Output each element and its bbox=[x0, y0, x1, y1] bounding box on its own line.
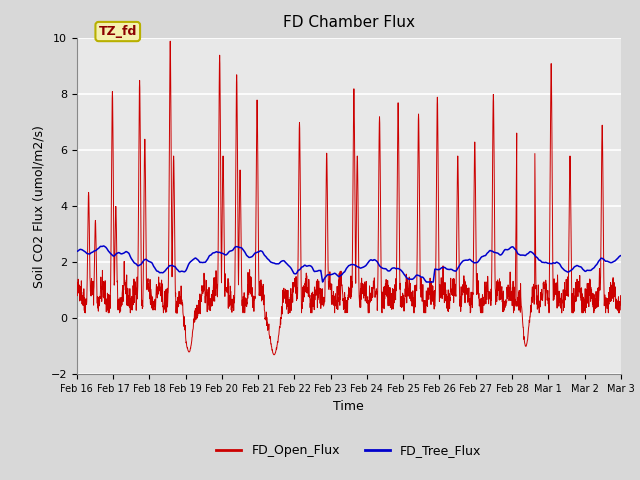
Text: TZ_fd: TZ_fd bbox=[99, 25, 137, 38]
Legend: FD_Open_Flux, FD_Tree_Flux: FD_Open_Flux, FD_Tree_Flux bbox=[211, 439, 486, 462]
Title: FD Chamber Flux: FD Chamber Flux bbox=[283, 15, 415, 30]
X-axis label: Time: Time bbox=[333, 400, 364, 413]
Y-axis label: Soil CO2 Flux (umol/m2/s): Soil CO2 Flux (umol/m2/s) bbox=[32, 125, 45, 288]
